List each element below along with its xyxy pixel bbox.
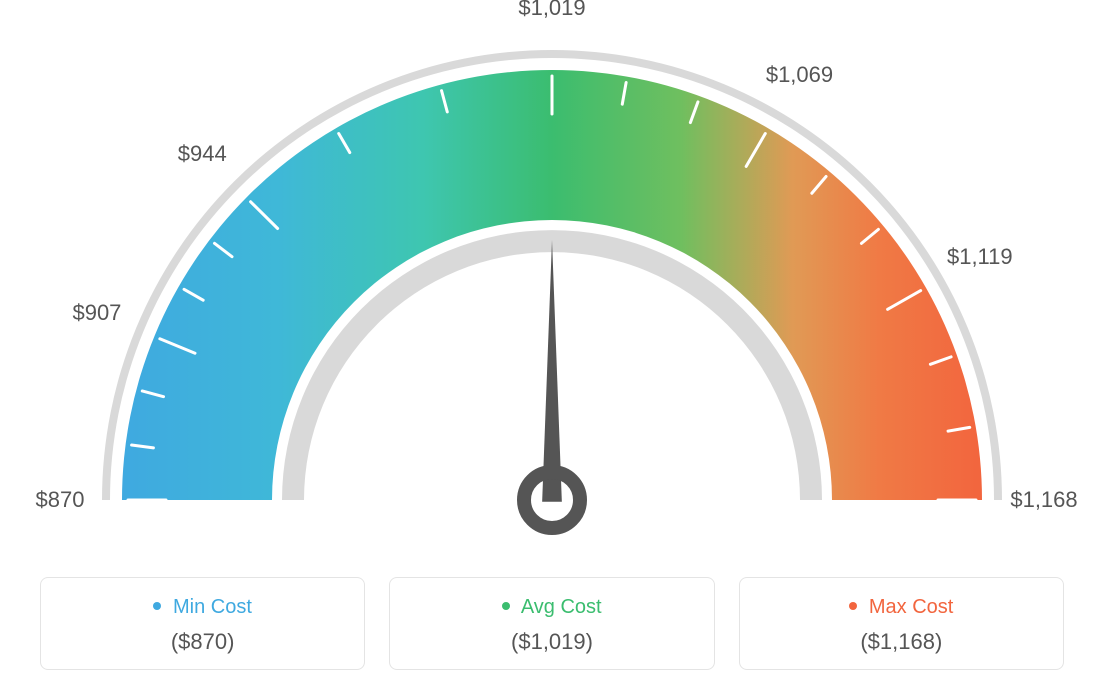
tick-label: $944 — [178, 141, 227, 167]
tick-label: $1,119 — [947, 244, 1013, 270]
legend-dot-max — [849, 602, 857, 610]
legend-label-min: Min Cost — [173, 596, 252, 618]
legend-label-max: Max Cost — [869, 596, 953, 618]
legend-card-min: Min Cost ($870) — [40, 577, 365, 670]
legend-value-max: ($1,168) — [740, 629, 1063, 655]
tick-label: $907 — [72, 300, 121, 326]
tick-label: $1,019 — [518, 0, 585, 21]
legend-label-avg: Avg Cost — [521, 596, 602, 618]
legend-card-max: Max Cost ($1,168) — [739, 577, 1064, 670]
legend-card-avg: Avg Cost ($1,019) — [389, 577, 714, 670]
legend-value-avg: ($1,019) — [390, 629, 713, 655]
tick-label: $1,069 — [766, 62, 833, 88]
gauge-chart: $870 $907 $944 $1,019 $1,069 $1,119 $1,168 — [0, 0, 1104, 560]
legend-title-max: Max Cost — [740, 596, 1063, 619]
cost-gauge-infographic: $870 $907 $944 $1,019 $1,069 $1,119 $1,168 Min… — [0, 0, 1104, 690]
gauge-svg — [0, 0, 1104, 560]
tick-label: $870 — [36, 487, 85, 513]
legend-title-min: Min Cost — [41, 596, 364, 619]
tick-label: $1,168 — [1010, 487, 1077, 513]
legend-row: Min Cost ($870) Avg Cost ($1,019) Max Co… — [40, 577, 1064, 670]
legend-title-avg: Avg Cost — [390, 596, 713, 619]
legend-dot-min — [153, 602, 161, 610]
legend-dot-avg — [502, 602, 510, 610]
legend-value-min: ($870) — [41, 629, 364, 655]
